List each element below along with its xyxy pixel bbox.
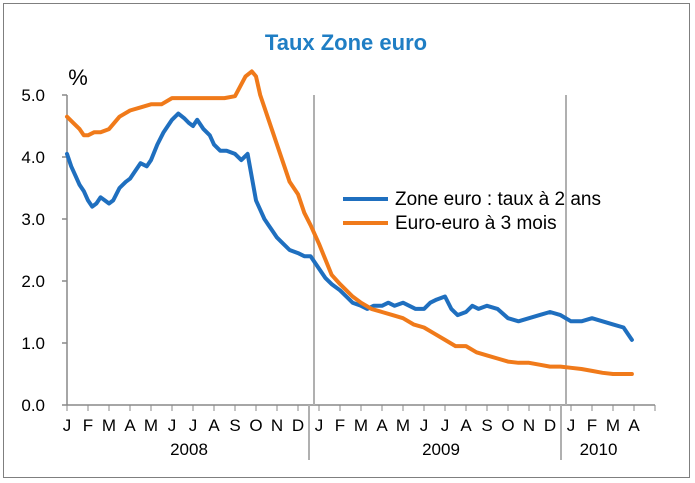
chart-frame <box>3 3 690 478</box>
month-label: A <box>124 416 136 435</box>
series-line-1 <box>65 69 634 376</box>
month-label: J <box>420 416 429 435</box>
month-label: M <box>144 416 158 435</box>
month-label: D <box>544 416 556 435</box>
y-tick-label: 0.0 <box>21 396 45 415</box>
y-axis-unit: % <box>68 65 88 90</box>
y-tick-label: 2.0 <box>21 272 45 291</box>
month-label: J <box>168 416 177 435</box>
series-group <box>65 69 634 376</box>
year-label: 2009 <box>422 440 460 459</box>
month-label: A <box>208 416 220 435</box>
series-line-0 <box>65 111 634 342</box>
month-label: S <box>481 416 492 435</box>
month-label: M <box>354 416 368 435</box>
month-label: J <box>441 416 450 435</box>
month-label: M <box>606 416 620 435</box>
month-label: A <box>376 416 388 435</box>
month-label: F <box>83 416 93 435</box>
y-tick-label: 3.0 <box>21 210 45 229</box>
month-label: J <box>567 416 576 435</box>
month-label: O <box>249 416 262 435</box>
y-tick-label: 4.0 <box>21 148 45 167</box>
month-label: O <box>501 416 514 435</box>
chart-title: Taux Zone euro <box>265 30 427 55</box>
month-label: F <box>587 416 597 435</box>
month-label: N <box>523 416 535 435</box>
month-label: S <box>229 416 240 435</box>
month-label: M <box>396 416 410 435</box>
month-label: A <box>460 416 472 435</box>
y-tick-label: 5.0 <box>21 86 45 105</box>
legend-label-0: Zone euro : taux à 2 ans <box>395 189 601 210</box>
legend: Zone euro : taux à 2 ans Euro-euro à 3 mo… <box>343 189 601 234</box>
month-label: F <box>335 416 345 435</box>
month-label: J <box>315 416 324 435</box>
year-label: 2008 <box>170 440 208 459</box>
month-label: A <box>628 416 640 435</box>
month-label: J <box>63 416 72 435</box>
y-tick-label: 1.0 <box>21 334 45 353</box>
month-label: D <box>292 416 304 435</box>
month-label: N <box>271 416 283 435</box>
legend-label-1: Euro-euro à 3 mois <box>395 213 557 234</box>
y-axis: 0.0 1.0 2.0 3.0 4.0 5.0 <box>21 86 68 415</box>
month-label: J <box>189 416 198 435</box>
year-label: 2010 <box>580 440 618 459</box>
month-label: M <box>102 416 116 435</box>
